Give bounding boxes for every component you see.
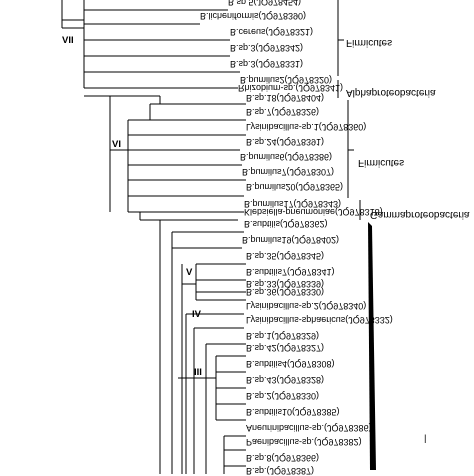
clade-label-vi: VI [112,139,121,150]
taxon-label: B.sp.(JQ978387) [246,466,315,476]
branch [127,119,246,213]
taxon-label: Paenibacillus-sp.(JQ978382) [246,437,362,447]
group-label-alphaproteobacteria: Alphaproteobacteria [346,87,436,98]
taxon-label: B.sp.1(JQ978329) [246,331,320,341]
small-tick-mark: | [424,433,427,444]
clade-label-vii: VII [62,35,74,46]
clade-label-v: V [186,267,193,278]
branch [223,435,246,474]
bracket [337,0,344,76]
taxon-label: B.sp.3(JQ978342) [230,43,304,53]
taxon-label: B.sp.36(JQ978330) [246,287,325,297]
taxon-label: B.pumilus6(JQ978386) [240,152,333,162]
taxon-label: B.sp.7(JQ978326) [246,107,320,117]
taxon-label: Rhizobium-sp.(JQ978341) [238,83,344,93]
taxon-label: B.pumilus7(JQ978307) [242,167,335,177]
branch [61,0,84,29]
branch [215,355,246,421]
group-label-gammaproteobacteria: Gammaproteobacteria [370,209,470,220]
branch [139,212,238,221]
taxon-label: B.sp.35(JQ978345) [246,251,325,261]
taxon-label: B.subtilis4(JQ978308) [246,359,335,369]
bracket [347,100,354,198]
branch [185,313,244,474]
branch [195,263,246,301]
taxon-label: B.sp.42(JQ978327) [246,343,325,353]
taxon-label: B.sp.43(JQ978328) [246,375,325,385]
taxon-label: B.sp.24(JQ978391) [246,137,325,147]
branch [149,103,246,120]
taxon-label: Klebsiella-pneumoniae(JQ978318) [244,207,383,217]
taxon-label: Lysinibacillus-sp.2(JQ978340) [246,301,367,311]
branch [181,264,196,474]
branch [109,96,128,212]
clade-label-iv: IV [192,309,201,320]
group-label-firmicutes-mid: Firmicutes [358,157,405,168]
branch [193,327,244,474]
gamma-wedge [368,222,376,470]
branch [83,0,240,89]
taxon-label: B.sp.8(JQ978366) [246,453,320,463]
taxon-label: B.sp.5(JQ978454) [228,0,302,7]
branch [171,231,244,474]
taxon-label: B.licheniformis(JQ978390) [200,11,307,21]
taxon-label: B.sp.2(JQ978330) [246,391,320,401]
clade-label-iii: III [194,367,202,378]
taxon-label: B.cereus(JQ978321) [230,27,314,37]
branch [205,343,246,474]
taxon-label: Lysinibacillus-sp.1(JQ978360) [246,122,367,132]
branch [84,95,236,105]
taxon-label: B.subtilis(JQ978362) [244,219,328,229]
taxon-label: B.sp.18(JQ978404) [246,93,325,103]
taxon-label: B.pumilus20(JQ978365) [246,182,344,192]
taxon-label: Aneurinibacillus-sp.(JQ978386) [246,423,372,433]
taxon-label: B.sp.3(JQ978331) [230,59,304,69]
taxon-label: B.subtilis7(JQ978341) [246,267,335,277]
group-label-firmicutes-top: Firmicutes [346,37,393,48]
taxon-label: Lysinibacillus-sphaericus(JQ978332) [246,315,393,325]
taxon-label: B.subtilis10(JQ978385) [246,407,340,417]
taxon-label: B.pumilus19(JQ978402) [242,235,340,245]
